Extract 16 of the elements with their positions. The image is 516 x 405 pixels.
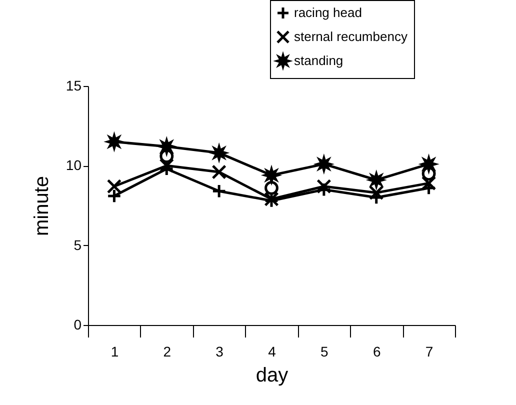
y-tick-label: 5 bbox=[74, 236, 82, 253]
y-tick-label: 15 bbox=[66, 78, 82, 94]
x-tick-label: 2 bbox=[163, 344, 172, 360]
legend-label: sternal recumbency bbox=[294, 29, 408, 44]
y-axis-title: minute bbox=[30, 176, 53, 236]
legend-label: standing bbox=[294, 53, 344, 68]
x-tick-label: 5 bbox=[320, 344, 329, 360]
y-tick-label: 10 bbox=[66, 157, 82, 174]
y-tick-label: 0 bbox=[74, 316, 82, 332]
x-tick-label: 4 bbox=[268, 344, 276, 360]
x-axis-title: day bbox=[256, 364, 288, 386]
x-tick-label: 3 bbox=[216, 344, 224, 360]
x-tick-label: 6 bbox=[372, 344, 381, 360]
legend-label: racing head bbox=[294, 5, 362, 20]
x-tick-label: 7 bbox=[425, 344, 434, 360]
x-tick-label: 1 bbox=[110, 344, 119, 360]
